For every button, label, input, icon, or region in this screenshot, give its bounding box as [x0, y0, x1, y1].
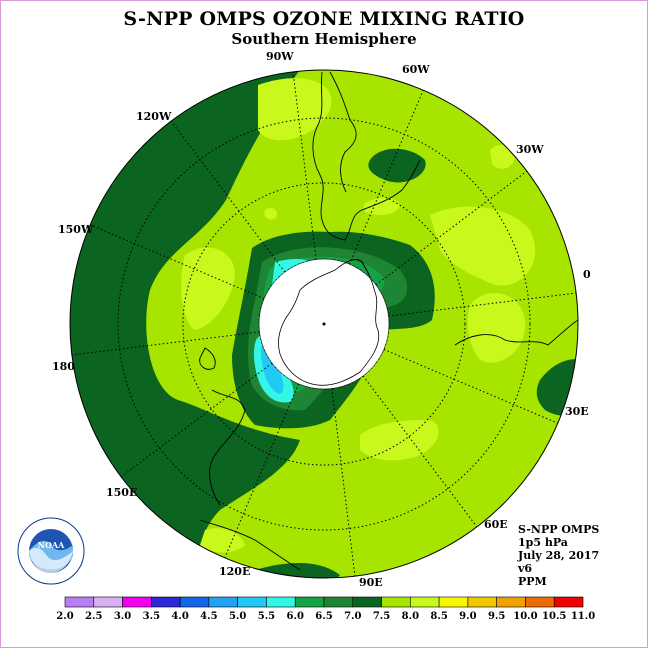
ozone-region-7-0-north-blob [368, 148, 426, 183]
longitude-line [120, 362, 273, 478]
colorbar-label: 2.5 [85, 611, 102, 622]
colorbar-label: 5.5 [258, 611, 275, 622]
coastline-southeast-asia [199, 519, 301, 571]
lon-label-180: 180 [52, 360, 75, 373]
info-units: PPM [518, 575, 547, 588]
ozone-region-8-0-h [200, 528, 245, 553]
colorbar-label: 10.0 [513, 611, 537, 622]
colorbar-swatch [381, 596, 411, 608]
coastline-africa [454, 319, 579, 346]
ozone-region-8-0-a [258, 78, 332, 141]
colorbar-swatch [496, 596, 526, 608]
colorbar-label: 8.0 [402, 611, 419, 622]
lon-label-90w: 90W [266, 50, 294, 63]
map-boundary [69, 69, 579, 579]
colorbar-swatch [323, 596, 354, 608]
ozone-region-8-0-b [430, 206, 536, 286]
colorbar-swatch [64, 596, 95, 608]
longitude-line [362, 375, 478, 528]
colorbar-label: 8.5 [430, 611, 447, 622]
antarctica-outline [278, 259, 380, 386]
longitude-line [224, 383, 300, 559]
colorbar-label: 9.5 [488, 611, 505, 622]
colorbar-swatch [467, 596, 497, 608]
colorbar-swatch [352, 596, 382, 608]
colorbar-swatch [266, 596, 296, 608]
coastline-new-zealand [199, 347, 216, 370]
colorbar-label: 11.0 [571, 611, 595, 622]
map-subtitle: Southern Hemisphere [231, 30, 417, 48]
colorbar-label: 7.0 [344, 611, 361, 622]
colorbar-swatch [179, 596, 210, 608]
colorbar-swatch [553, 596, 584, 608]
noaa-logo: NOAA [17, 517, 85, 585]
colorbar-label: 7.5 [373, 611, 390, 622]
lon-label-90e: 90E [359, 576, 383, 589]
ozone-region-8-0-g [363, 197, 400, 216]
info-version: v6 [518, 562, 533, 575]
colorbar-label: 6.0 [287, 611, 304, 622]
colorbar-swatch [294, 596, 325, 608]
info-date: July 28, 2017 [518, 549, 600, 562]
noaa-logo-text: NOAA [38, 540, 65, 550]
longitude-line [383, 348, 559, 424]
lon-label-120e: 120E [219, 565, 250, 578]
longitude-lines [71, 71, 577, 577]
ozone-region-8-0-i [264, 207, 278, 220]
lon-label-60w: 60W [402, 63, 430, 76]
colorbar-label: 10.5 [542, 611, 566, 622]
longitude-line [348, 89, 424, 265]
lon-label-150e: 150E [106, 486, 137, 499]
colorbar-label: 5.0 [229, 611, 246, 622]
ozone-region-7-0-east [536, 359, 578, 420]
colorbar-label: 3.0 [114, 611, 131, 622]
colorbar-label: 4.0 [171, 611, 188, 622]
ozone-region-7-0-west [70, 70, 300, 578]
colorbar-swatch [525, 596, 555, 608]
longitude-line [388, 292, 577, 317]
longitude-labels: 90W 60W 30W 0 30E 60E 90E 120E 150E 180 … [52, 50, 591, 589]
colorbar-label: 3.5 [143, 611, 160, 622]
longitude-line [292, 71, 317, 260]
colorbar-label: 4.5 [200, 611, 217, 622]
colorbar-swatch [151, 596, 181, 608]
coastline-australia [209, 389, 246, 506]
colorbar-swatch [438, 596, 469, 608]
coastline-south-america [312, 71, 421, 241]
lon-label-150w: 150W [58, 223, 94, 236]
lon-label-120w: 120W [136, 110, 172, 123]
lon-label-30e: 30E [565, 405, 589, 418]
lon-label-60e: 60E [484, 518, 508, 531]
ozone-region-5-0 [260, 343, 284, 394]
lon-label-30w: 30W [516, 143, 544, 156]
ozone-region-8-0-c [467, 293, 526, 363]
longitude-line [170, 120, 286, 273]
coastline-south-america-east [329, 71, 357, 193]
colorbar-swatch [237, 596, 267, 608]
colorbar-label: 9.0 [459, 611, 476, 622]
longitude-line [71, 331, 260, 356]
colorbar-label: 2.0 [56, 611, 73, 622]
info-source: S-NPP OMPS [518, 523, 600, 536]
colorbar-label: 6.5 [315, 611, 332, 622]
longitude-line [331, 388, 356, 577]
info-pressure-level: 1p5 hPa [518, 536, 568, 549]
colorbar: 2.0 2.5 3.0 3.5 4.0 4.5 5.0 5.5 6.0 6.5 7.0 7.5 8.0 8… [56, 596, 595, 622]
ozone-region-8-0-f [490, 144, 515, 169]
map-title: S-NPP OMPS OZONE MIXING RATIO [123, 8, 525, 30]
colorbar-swatch [93, 596, 123, 608]
colorbar-swatch [122, 596, 152, 608]
colorbar-swatch [208, 596, 238, 608]
colorbar-swatch [410, 596, 440, 608]
south-pole-marker [322, 322, 326, 326]
longitude-line [89, 224, 265, 300]
lon-label-0: 0 [583, 268, 591, 281]
